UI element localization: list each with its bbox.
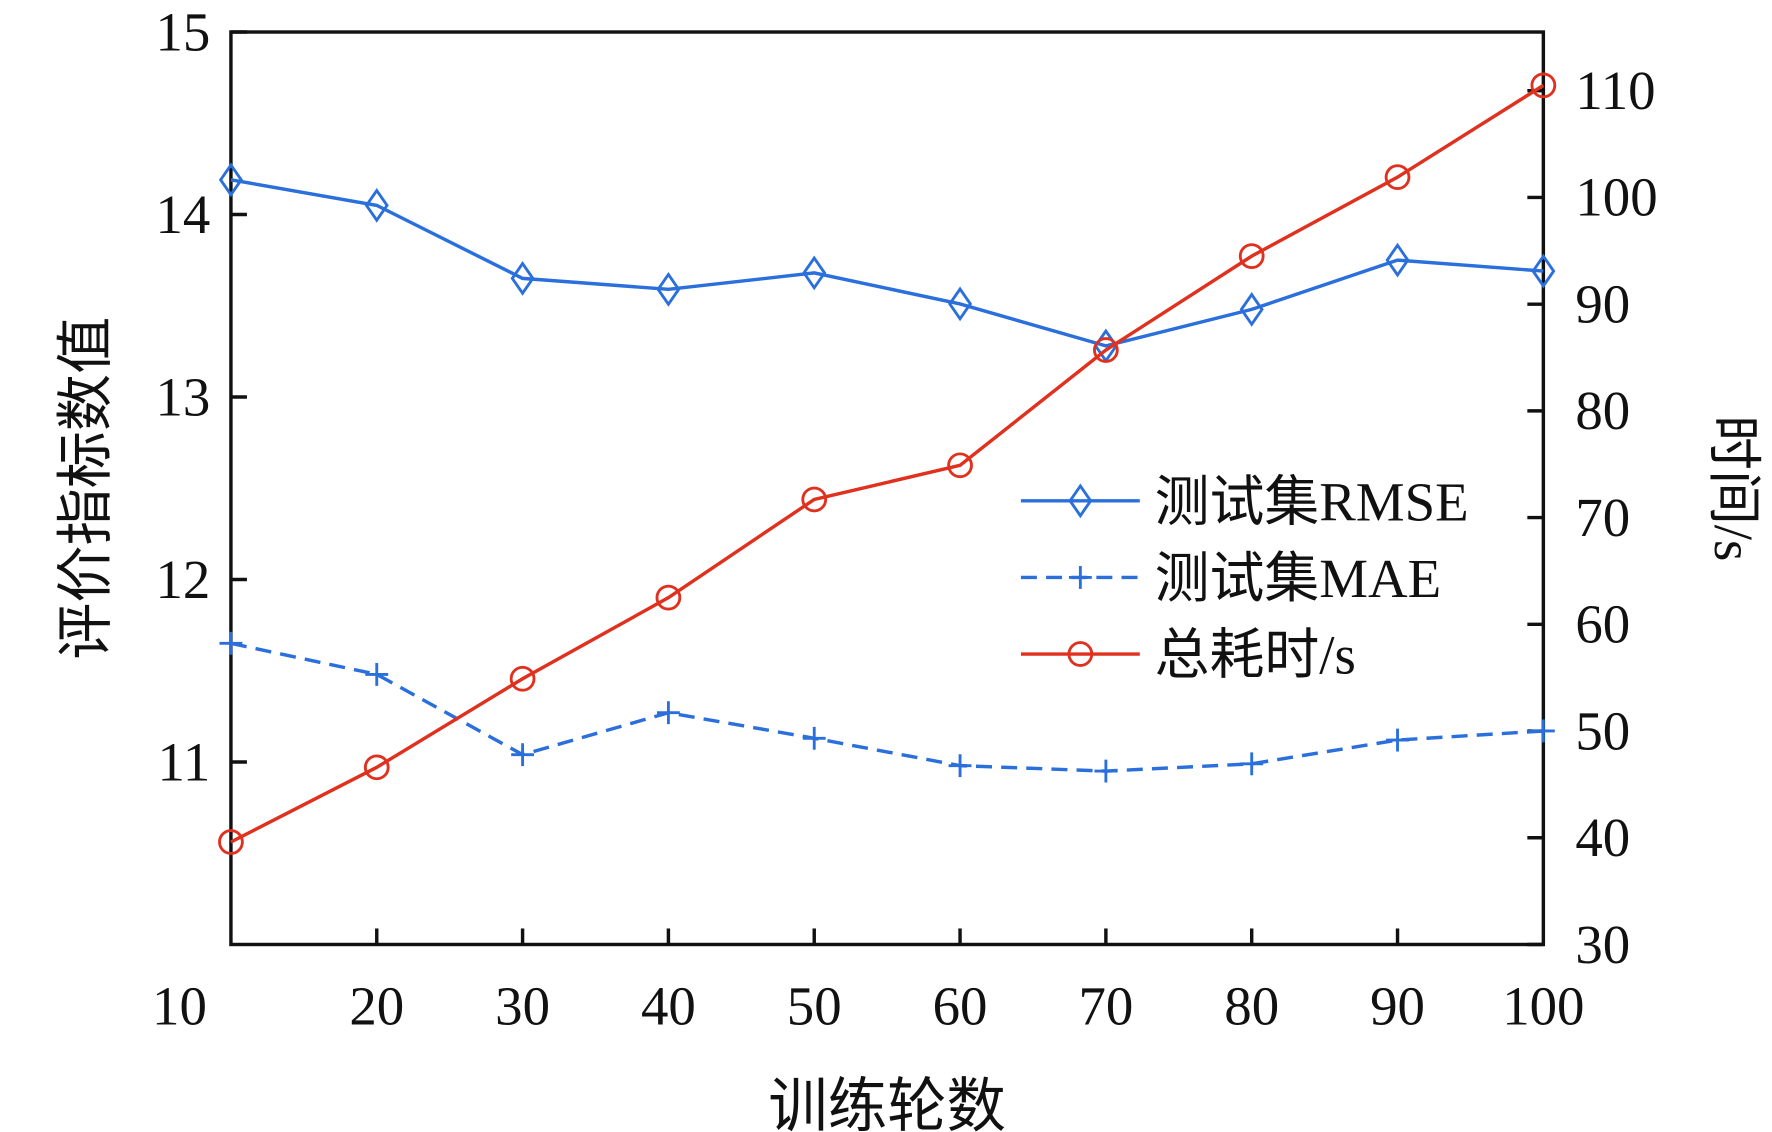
data-point [1531, 719, 1555, 743]
plot-frame [229, 30, 1546, 947]
data-point [364, 188, 389, 223]
x-tick-label: 50 [787, 976, 842, 1037]
data-point [365, 662, 389, 686]
y-tick-label: 13 [155, 366, 210, 427]
y-tick-label: 14 [155, 184, 210, 245]
y2-axis-label: 时间/s [1703, 415, 1764, 561]
data-point [802, 255, 827, 291]
data-point [363, 754, 390, 781]
data-point [802, 726, 826, 750]
legend: 测试集RMSE 测试集MAE 总耗时/s [1020, 471, 1469, 685]
data-point [218, 829, 244, 855]
data-point [1094, 759, 1118, 783]
data-point [1384, 164, 1411, 191]
x-tick-label: 30 [495, 976, 550, 1037]
data-point [509, 665, 536, 692]
y2-tick-label: 70 [1575, 487, 1630, 548]
y2-tick-label: 30 [1575, 914, 1630, 975]
data-point [511, 743, 535, 767]
x-tick-label: 80 [1224, 976, 1279, 1037]
series-line [230, 83, 1545, 844]
series-circle [218, 72, 1557, 855]
data-point [656, 701, 680, 725]
x-tick-label: 10 [152, 976, 207, 1037]
series-diamond [218, 162, 1556, 364]
legend-marker [1068, 566, 1092, 589]
series-plus [219, 631, 1555, 783]
legend-marker [1068, 483, 1093, 519]
y2-tick-label: 90 [1575, 273, 1630, 334]
data-point [801, 486, 828, 513]
x-tick-label: 100 [1502, 976, 1584, 1037]
data-point [1093, 337, 1119, 363]
data-point [948, 754, 972, 778]
data-point [947, 452, 973, 479]
data-point [1239, 292, 1264, 327]
legend-label: 测试集MAE [1155, 548, 1441, 609]
y-axis-label: 评价指标数值 [55, 317, 118, 660]
x-tick-label: 20 [349, 976, 404, 1037]
data-point [218, 162, 243, 198]
y2-tick-label: 60 [1575, 594, 1630, 655]
y2-tick-label: 50 [1575, 700, 1630, 761]
x-tick-label: 70 [1078, 976, 1133, 1037]
series-line [230, 641, 1544, 773]
y2-tick-label: 110 [1575, 60, 1655, 121]
y-tick-label: 12 [155, 549, 210, 610]
x-axis-label: 训练轮数 [768, 1073, 1006, 1132]
data-point [1240, 752, 1264, 776]
y2-tick-label: 40 [1575, 807, 1630, 868]
data-point [948, 286, 973, 322]
data-point [1238, 243, 1265, 269]
x-tick-label: 90 [1370, 976, 1425, 1037]
data-point [219, 631, 243, 655]
data-point [1531, 253, 1556, 289]
data-point [1530, 72, 1557, 99]
data-point [656, 271, 681, 307]
legend-label: 测试集RMSE [1155, 471, 1469, 532]
data-point [1385, 242, 1410, 278]
y-tick-label: 15 [155, 1, 210, 62]
series-line [230, 178, 1544, 348]
data-point [655, 584, 682, 611]
x-tick-label: 60 [933, 976, 988, 1037]
x-tick-label: 40 [641, 976, 696, 1037]
legend-marker [1067, 641, 1094, 667]
y2-tick-label: 80 [1575, 380, 1630, 441]
y-tick-label: 11 [158, 731, 211, 792]
legend-label: 总耗时/s [1155, 624, 1356, 685]
data-point [510, 261, 535, 296]
y2-tick-label: 100 [1575, 167, 1657, 228]
data-point [1386, 728, 1409, 752]
